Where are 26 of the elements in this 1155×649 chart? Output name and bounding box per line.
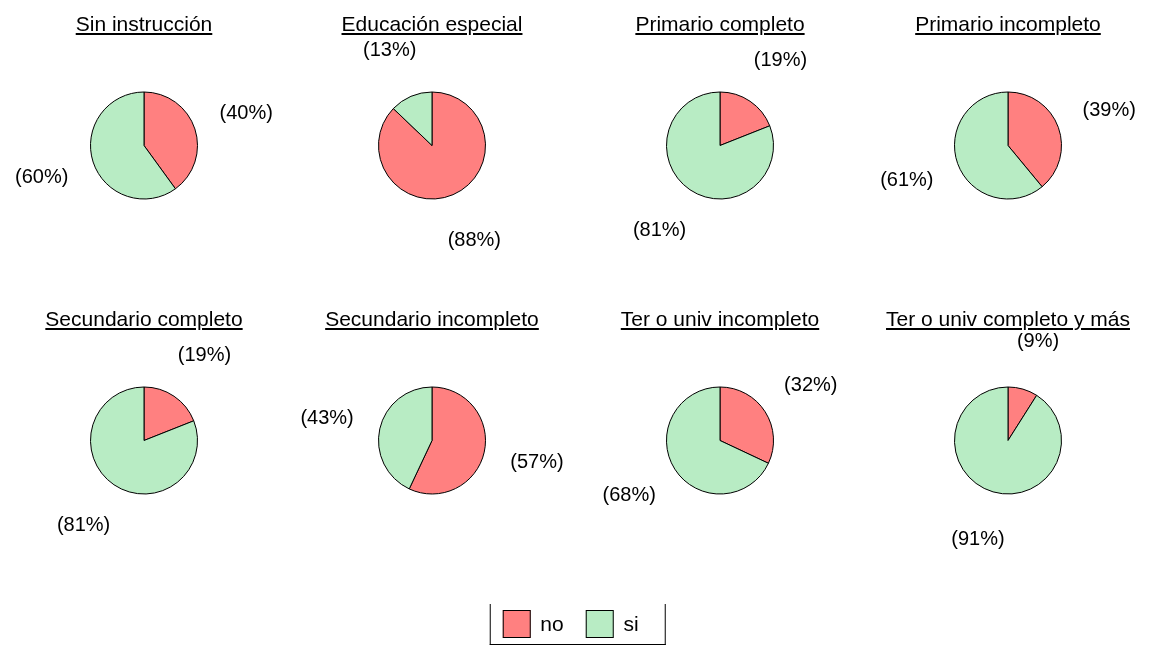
chart-title: Ter o univ completo y más [885,306,1131,332]
chart-title: Primario completo [634,11,806,37]
chart-title: Educación especial [340,11,524,37]
data-label: (43%) [300,405,354,428]
legend-label: si [623,612,639,636]
data-label: (19%) [177,342,232,365]
data-label: (40%) [219,101,273,124]
chart-title: Ter o univ incompleto [619,306,821,332]
chart-title: Secundario completo [44,306,244,332]
data-label: (60%) [15,164,69,187]
data-label: (81%) [632,218,687,241]
chart-title: Sin instrucción [74,11,214,37]
data-label: (9%) [1016,329,1060,352]
data-label: (13%) [363,38,417,61]
data-label: (68%) [602,483,656,506]
data-label: (39%) [1082,98,1136,121]
chart-title: Secundario incompleto [324,306,540,332]
data-label: (19%) [753,47,808,70]
data-label: (57%) [510,450,564,473]
data-label: (32%) [784,372,838,395]
data-label: (81%) [56,513,111,536]
data-label: (88%) [447,227,501,250]
legend-label: no [540,612,564,636]
data-label: (91%) [951,526,1005,549]
data-label: (61%) [880,167,934,190]
chart-title: Primario incompleto [914,11,1102,37]
